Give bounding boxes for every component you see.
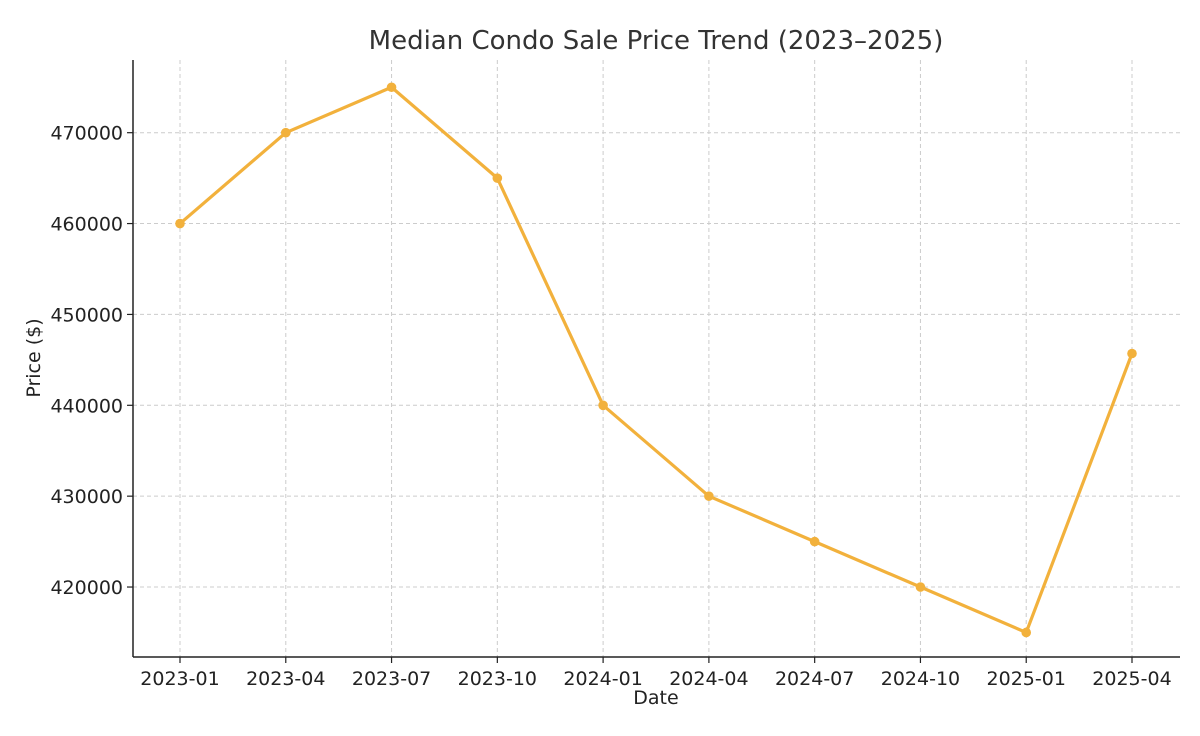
x-axis-label: Date	[633, 687, 678, 709]
x-ticks: 2023-01 2023-04 2023-07 2023-10 2024-01 2024-…	[140, 657, 1172, 690]
axes	[132, 60, 1180, 658]
data-point	[809, 536, 820, 547]
y-tick-label: 450000	[50, 304, 123, 326]
chart-title: Median Condo Sale Price Trend (2023–2025…	[369, 26, 944, 56]
series-line	[178, 85, 1134, 635]
x-tick-label: 2023-01	[140, 668, 219, 690]
x-tick-label: 2023-10	[458, 668, 537, 690]
x-tick-label: 2025-04	[1092, 668, 1171, 690]
data-point	[1021, 627, 1032, 638]
series	[175, 82, 1137, 638]
y-tick-label: 430000	[50, 486, 123, 508]
x-tick-label: 2023-04	[246, 668, 325, 690]
x-tick-label: 2023-07	[352, 668, 431, 690]
y-ticks: 420000 430000 440000 450000 460000 470000	[50, 123, 133, 599]
data-point	[280, 127, 291, 138]
data-point	[915, 582, 926, 592]
x-tick-label: 2024-10	[881, 668, 960, 690]
data-point	[704, 491, 714, 501]
y-tick-label: 470000	[50, 123, 123, 145]
y-axis-label: Price ($)	[23, 318, 45, 397]
data-point	[386, 82, 397, 93]
x-tick-label: 2025-01	[987, 668, 1066, 690]
x-tick-label: 2024-07	[775, 668, 854, 690]
data-point	[175, 218, 185, 229]
data-point	[598, 400, 608, 411]
x-tick-label: 2024-01	[563, 668, 642, 690]
grid-lines	[133, 60, 1180, 657]
y-tick-label: 420000	[50, 577, 123, 599]
x-tick-label: 2024-04	[669, 668, 748, 690]
y-tick-label: 460000	[50, 214, 123, 236]
data-point	[492, 173, 503, 183]
data-point	[1127, 348, 1137, 359]
y-tick-label: 440000	[50, 395, 123, 417]
